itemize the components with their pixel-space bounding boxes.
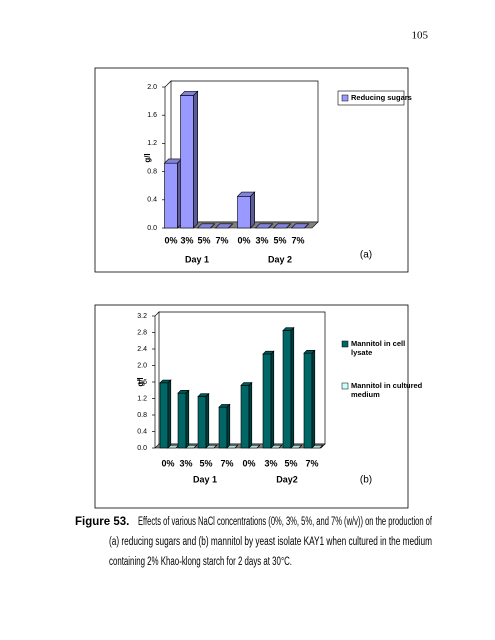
bar-side	[234, 444, 239, 449]
y-tick-label: 2.4	[137, 346, 147, 353]
caption-line: containing 2% Khao-klong starch for 2 da…	[109, 556, 292, 568]
panel-label: (a)	[360, 250, 372, 261]
y-tick-label: 0.4	[147, 197, 157, 204]
bar	[262, 353, 272, 449]
bar-side	[304, 223, 309, 229]
bar-side	[250, 191, 255, 229]
y-axis-label: g/l	[143, 153, 152, 162]
caption-label: Figure 53.	[75, 516, 129, 528]
bar-side	[248, 381, 253, 449]
legend-label: Mannitol in cultured medium	[351, 381, 423, 399]
bar-side	[270, 350, 275, 449]
x-tick-label: 5%	[197, 235, 210, 245]
x-tick-label: 5%	[273, 235, 286, 245]
x-tick-label: 0%	[237, 235, 250, 245]
y-tick-label: 0.8	[137, 412, 147, 419]
y-tick-label: 2.0	[147, 84, 157, 91]
panel-label: (b)	[360, 475, 372, 486]
bar	[282, 330, 292, 449]
legend-box	[337, 90, 405, 106]
bar-side	[193, 444, 198, 449]
caption-line: (a) reducing sugars and (b) mannitol by …	[109, 536, 432, 548]
bar-side	[210, 223, 215, 229]
y-tick-label: 3.2	[137, 313, 147, 320]
x-group-label: Day 1	[193, 474, 217, 484]
bar-side	[268, 223, 273, 229]
legend-label: Reducing sugars	[351, 93, 412, 102]
x-tick-label: 7%	[305, 458, 318, 468]
bar-side	[185, 389, 190, 449]
bar-side	[311, 349, 316, 449]
bar	[197, 396, 207, 449]
legend-label: Mannitol in cell lysate	[351, 339, 405, 357]
x-tick-label: 7%	[215, 235, 228, 245]
y-axis-label: g/l	[136, 377, 145, 386]
x-tick-label: 5%	[199, 458, 212, 468]
x-tick-label: 7%	[291, 235, 304, 245]
x-group-label: Day 2	[268, 254, 292, 264]
x-tick-label: 0%	[161, 458, 174, 468]
y-tick-label: 2.8	[137, 329, 147, 336]
y-tick-label: 2.0	[137, 362, 147, 369]
bar-side	[228, 223, 233, 229]
legend-swatch	[341, 340, 349, 348]
x-tick-label: 0%	[242, 458, 255, 468]
x-tick-label: 7%	[220, 458, 233, 468]
y-tick-label: 1.6	[137, 379, 147, 386]
y-tick-label: 0.0	[137, 445, 147, 452]
bar	[237, 195, 251, 229]
x-tick-label: 3%	[179, 458, 192, 468]
bar-side	[256, 444, 261, 449]
bar-side	[167, 379, 172, 449]
bar-side	[213, 444, 218, 449]
x-tick-label: 3%	[255, 235, 268, 245]
bar	[177, 392, 187, 449]
bar-side	[226, 403, 231, 449]
bar	[164, 162, 178, 229]
x-group-label: Day 1	[185, 254, 209, 264]
bar	[303, 352, 313, 449]
y-tick-label: 1.6	[147, 112, 157, 119]
y-tick-label: 1.2	[137, 395, 147, 402]
legend-swatch	[341, 382, 349, 390]
chart-frame	[94, 304, 409, 509]
bar	[180, 95, 194, 229]
x-tick-label: 5%	[284, 458, 297, 468]
caption-line: Effects of various NaCl concentrations (…	[138, 516, 433, 528]
legend-swatch	[341, 94, 349, 102]
bar-side	[193, 90, 198, 229]
bar	[218, 406, 228, 449]
bar	[240, 384, 250, 449]
bar-side	[319, 444, 324, 449]
page-number: 105	[412, 30, 429, 42]
chart-frame	[94, 67, 409, 273]
y-tick-label: 0.0	[147, 225, 157, 232]
x-group-label: Day2	[276, 474, 298, 484]
bar-side	[290, 326, 295, 449]
x-tick-label: 0%	[164, 235, 177, 245]
bar-side	[278, 444, 283, 449]
bar-side	[205, 392, 210, 449]
x-tick-label: 3%	[264, 458, 277, 468]
y-tick-label: 1.2	[147, 140, 157, 147]
bar-side	[286, 223, 291, 229]
y-tick-label: 0.8	[147, 168, 157, 175]
x-tick-label: 3%	[180, 235, 193, 245]
y-tick-label: 0.4	[137, 428, 147, 435]
bar	[159, 382, 169, 449]
bar-side	[298, 444, 303, 449]
